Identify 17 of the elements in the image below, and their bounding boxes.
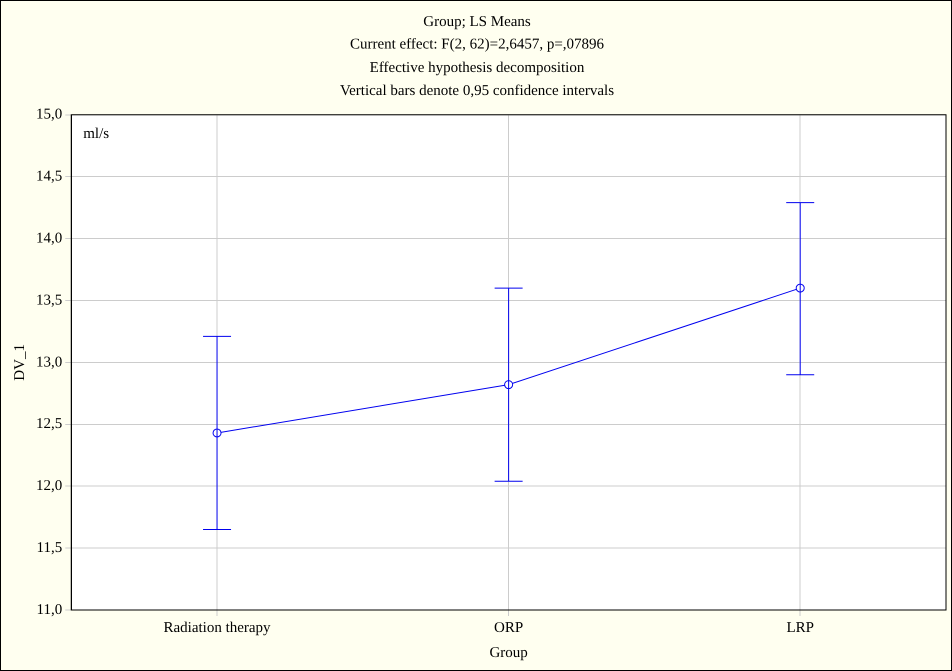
x-tick-label: ORP	[494, 620, 524, 636]
y-tick-label: 14,5	[36, 168, 62, 185]
y-tick-label: 12,0	[36, 478, 62, 494]
y-tick-label: 15,0	[36, 106, 62, 123]
y-axis-title: DV_1	[12, 344, 28, 381]
y-tick-label: 14,0	[36, 230, 62, 246]
x-tick-label: LRP	[786, 620, 814, 636]
x-axis-title: Group	[489, 644, 528, 661]
annotation: ml/s	[83, 126, 110, 142]
x-tick-label: Radiation therapy	[164, 620, 272, 636]
chart-subtitle: Current effect: F(2, 62)=2,6457, p=,07896 Effective hypothesis decomposition Vertical bars denote 0,95 confidence intervals	[340, 36, 614, 100]
chart-title: Group; LS Means	[423, 14, 531, 30]
y-tick-label: 13,5	[36, 292, 62, 308]
y-tick-label: 11,0	[36, 602, 62, 618]
y-tick-label: 12,5	[36, 416, 62, 432]
y-tick-label: 13,0	[36, 354, 62, 370]
y-tick-label: 11,5	[36, 540, 62, 556]
